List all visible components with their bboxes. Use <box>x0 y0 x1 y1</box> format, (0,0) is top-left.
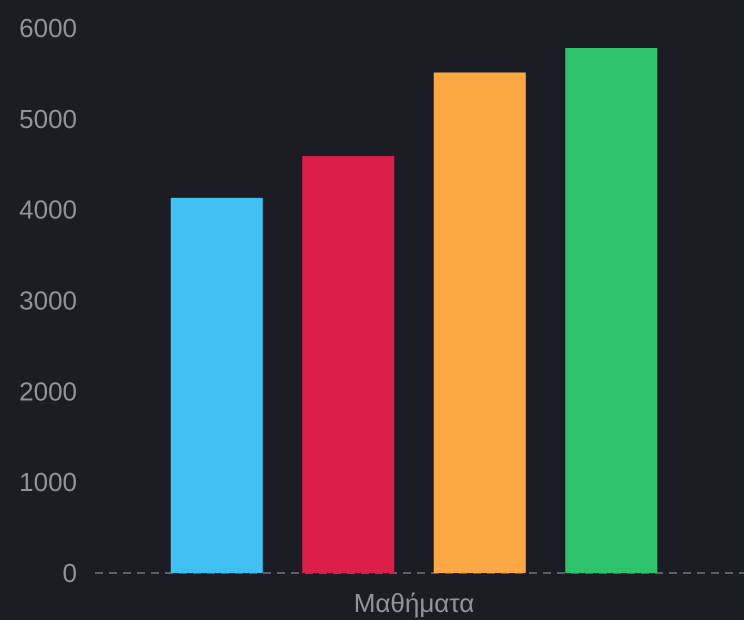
y-axis-ticks: 0 1000 2000 3000 4000 5000 6000 <box>19 13 77 588</box>
bar-series-3 <box>433 72 526 573</box>
bar-series-2 <box>302 156 395 573</box>
y-tick-label: 1000 <box>19 467 77 497</box>
x-category-label: Μαθήματα <box>354 588 475 618</box>
y-tick-label: 4000 <box>19 195 77 225</box>
y-tick-label: 6000 <box>19 13 77 43</box>
bars-group <box>170 47 658 573</box>
y-tick-label: 5000 <box>19 104 77 134</box>
y-tick-label: 0 <box>63 558 77 588</box>
bar-series-4 <box>565 47 658 573</box>
bar-series-1 <box>170 197 263 573</box>
y-tick-label: 2000 <box>19 376 77 406</box>
y-tick-label: 3000 <box>19 286 77 316</box>
